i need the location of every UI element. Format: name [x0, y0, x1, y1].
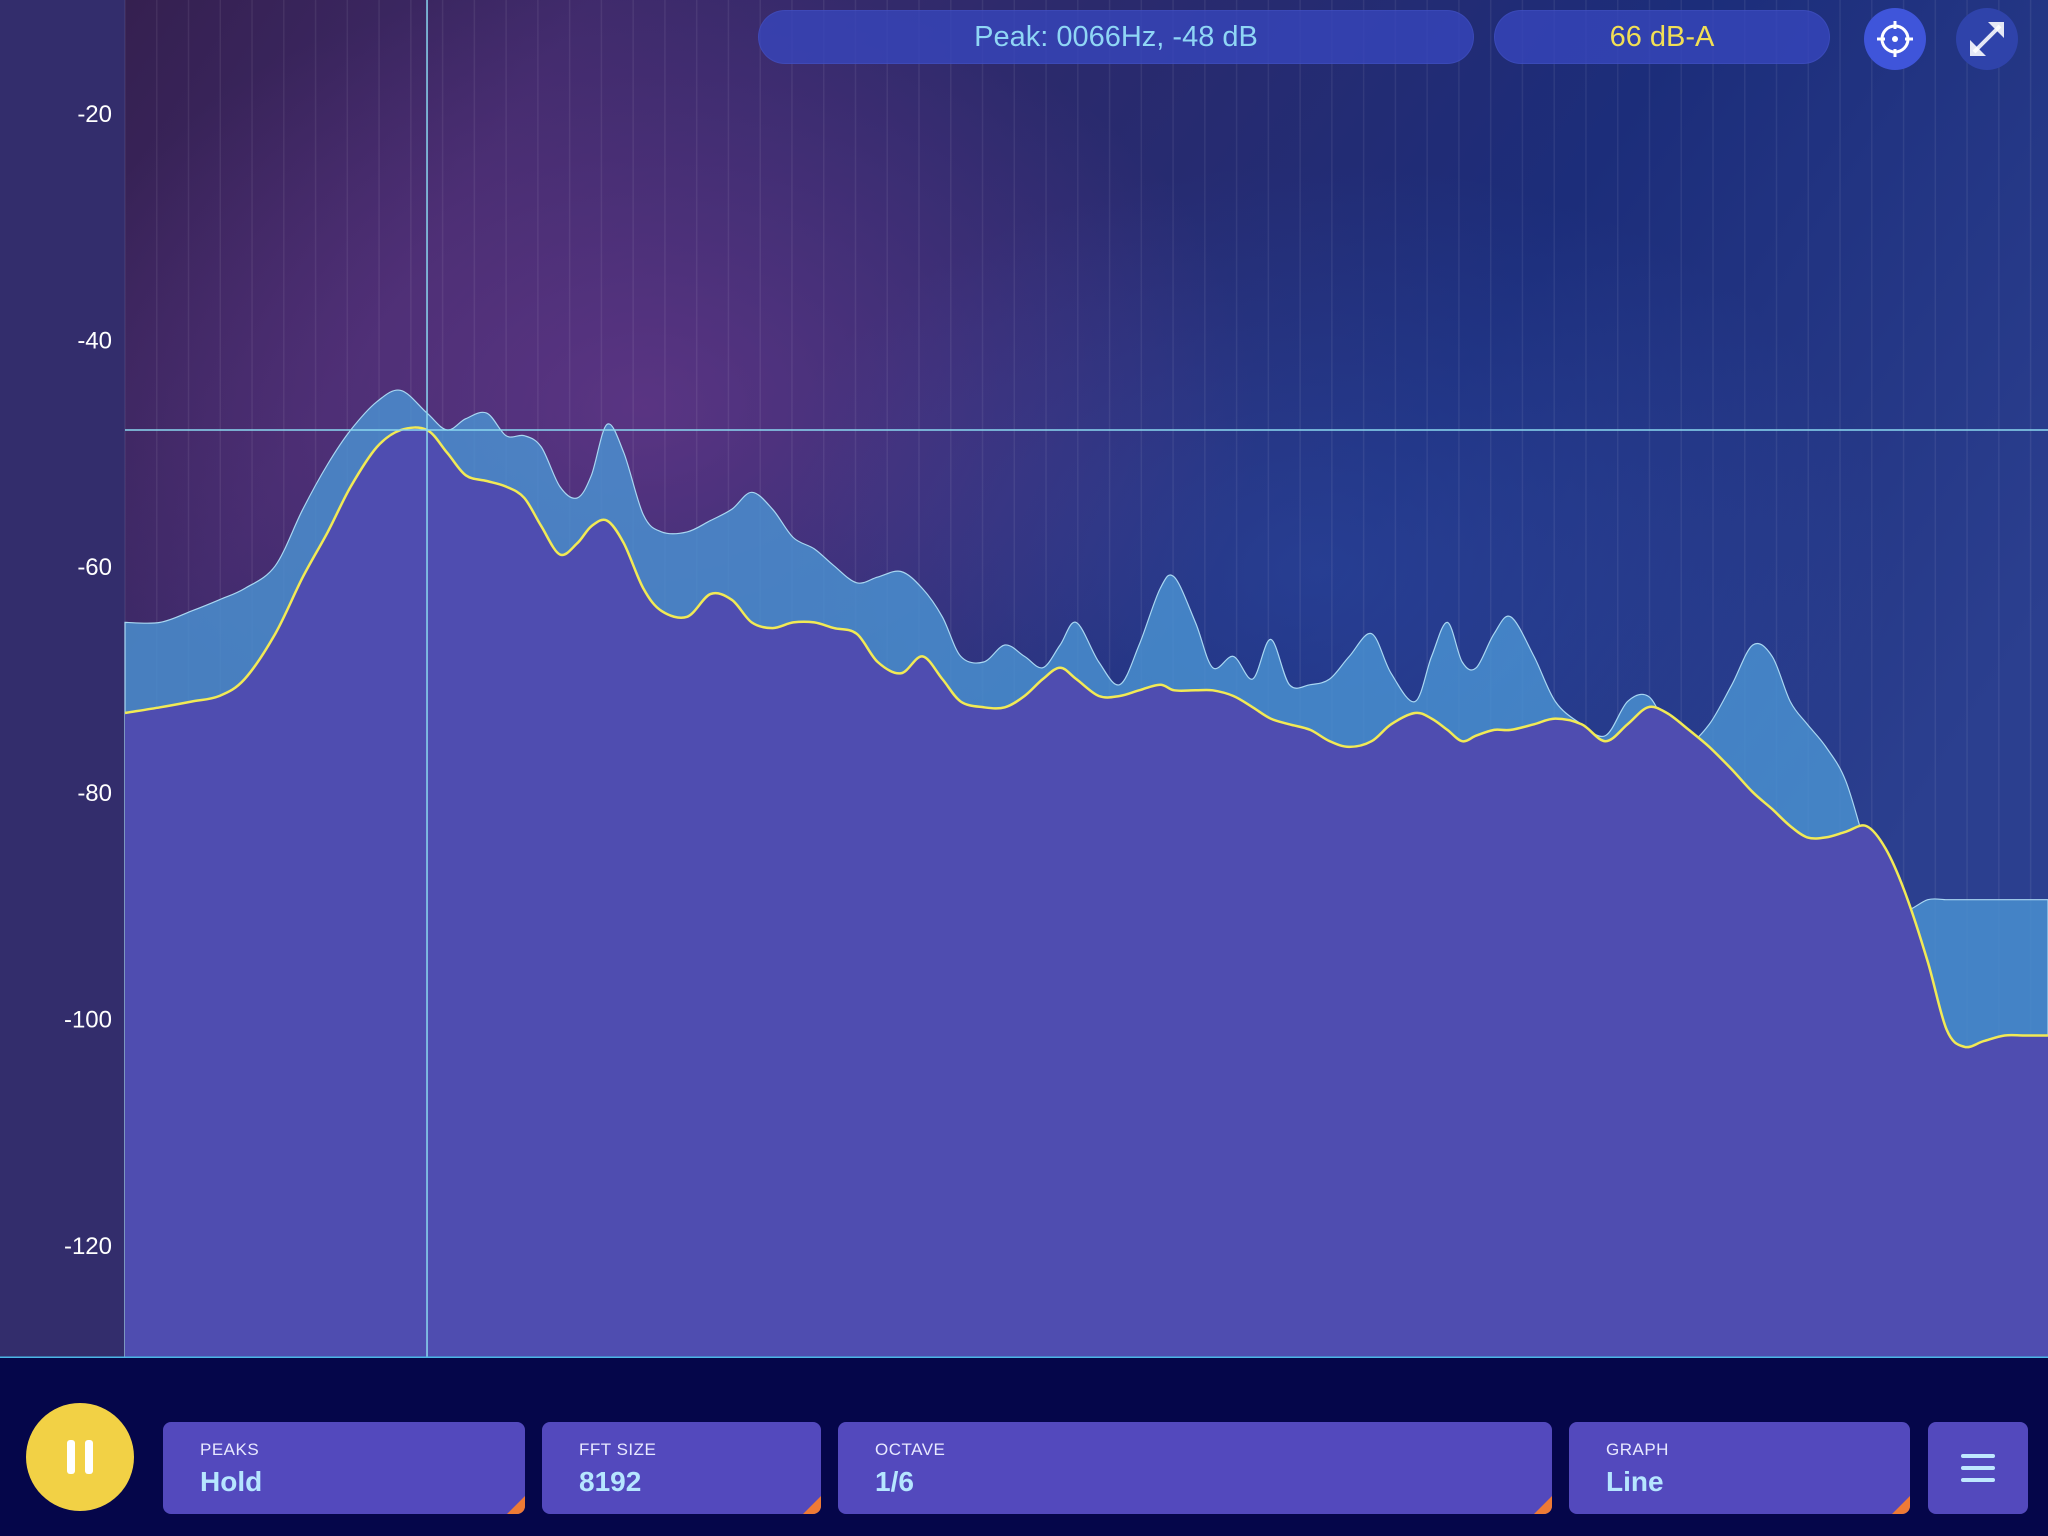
y-tick-label: -60 — [77, 554, 112, 581]
crosshair-icon — [1877, 21, 1913, 57]
peaks-value: Hold — [200, 1466, 263, 1497]
octave-value: 1/6 — [875, 1466, 914, 1497]
expand-button[interactable] — [1956, 8, 2018, 70]
dropdown-corner-indicator — [803, 1496, 821, 1514]
hamburger-menu-icon — [1961, 1454, 1995, 1482]
y-tick-label: -20 — [77, 101, 112, 128]
current-spectrum-line — [124, 426, 2048, 1049]
control-bar: PEAKS Hold FFT SIZE 8192 OCTAVE 1/6 GRAP… — [0, 1358, 2048, 1536]
menu-button[interactable] — [1928, 1422, 2028, 1514]
current-spectrum-area — [125, 427, 2048, 1358]
y-tick-label: -40 — [77, 328, 112, 355]
y-tick-label: -100 — [64, 1007, 112, 1034]
y-tick-label: -120 — [64, 1233, 112, 1260]
fft-size-selector[interactable]: FFT SIZE 8192 — [542, 1422, 821, 1514]
octave-label: OCTAVE — [875, 1440, 946, 1459]
fft-size-label: FFT SIZE — [579, 1440, 657, 1459]
pause-button[interactable] — [26, 1403, 134, 1511]
y-tick-label: -80 — [77, 780, 112, 807]
target-button[interactable] — [1864, 8, 1926, 70]
peak-readout: Peak: 0066Hz, -48 dB — [758, 10, 1474, 64]
graph-label: GRAPH — [1606, 1440, 1669, 1459]
y-axis-ticks: -20 -40 -60 -80 -100 -120 — [64, 101, 112, 1260]
y-axis-panel — [0, 0, 125, 1358]
dropdown-corner-indicator — [1534, 1496, 1552, 1514]
graph-selector[interactable]: GRAPH Line — [1569, 1422, 1910, 1514]
dropdown-corner-indicator — [507, 1496, 525, 1514]
peaks-selector[interactable]: PEAKS Hold — [163, 1422, 525, 1514]
fft-size-value: 8192 — [579, 1466, 642, 1497]
graph-value: Line — [1606, 1466, 1664, 1497]
peaks-label: PEAKS — [200, 1440, 260, 1459]
resize-icon — [1970, 22, 2004, 56]
octave-selector[interactable]: OCTAVE 1/6 — [838, 1422, 1552, 1514]
level-readout: 66 dB-A — [1494, 10, 1830, 64]
pause-icon — [62, 1440, 98, 1474]
dropdown-corner-indicator — [1892, 1496, 1910, 1514]
spectrum-chart[interactable]: -20 -40 -60 -80 -100 -120 — [0, 0, 2048, 1358]
